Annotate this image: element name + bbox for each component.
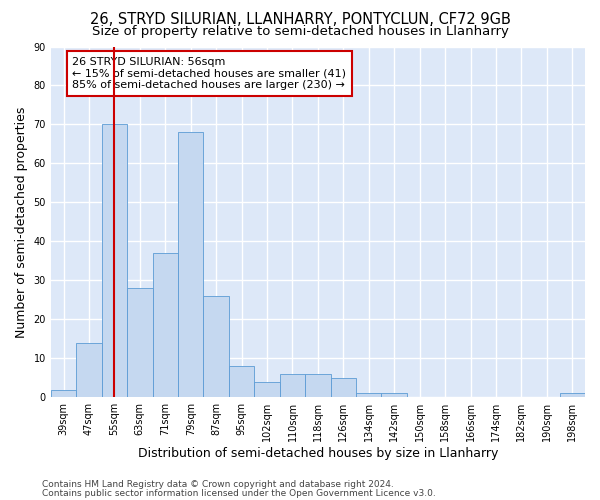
Bar [178, 132, 203, 398]
Bar [127, 288, 152, 398]
Bar [254, 382, 280, 398]
Bar [101, 124, 127, 398]
Text: Size of property relative to semi-detached houses in Llanharry: Size of property relative to semi-detach… [92, 25, 508, 38]
X-axis label: Distribution of semi-detached houses by size in Llanharry: Distribution of semi-detached houses by … [138, 447, 498, 460]
Bar [229, 366, 254, 398]
Bar [560, 394, 585, 398]
Bar [51, 390, 76, 398]
Bar [76, 343, 101, 398]
Text: Contains public sector information licensed under the Open Government Licence v3: Contains public sector information licen… [42, 488, 436, 498]
Bar [331, 378, 356, 398]
Text: 26, STRYD SILURIAN, LLANHARRY, PONTYCLUN, CF72 9GB: 26, STRYD SILURIAN, LLANHARRY, PONTYCLUN… [89, 12, 511, 28]
Bar [203, 296, 229, 398]
Bar [152, 253, 178, 398]
Y-axis label: Number of semi-detached properties: Number of semi-detached properties [15, 106, 28, 338]
Bar [280, 374, 305, 398]
Bar [382, 394, 407, 398]
Bar [356, 394, 382, 398]
Text: Contains HM Land Registry data © Crown copyright and database right 2024.: Contains HM Land Registry data © Crown c… [42, 480, 394, 489]
Bar [305, 374, 331, 398]
Text: 26 STRYD SILURIAN: 56sqm
← 15% of semi-detached houses are smaller (41)
85% of s: 26 STRYD SILURIAN: 56sqm ← 15% of semi-d… [72, 57, 346, 90]
